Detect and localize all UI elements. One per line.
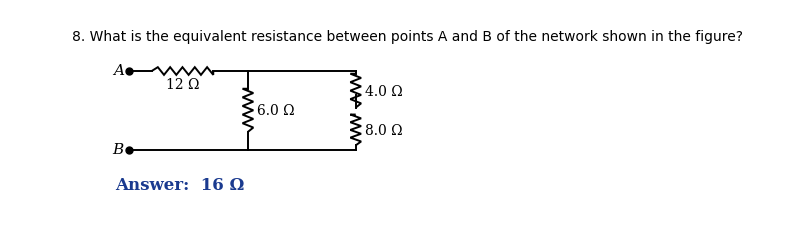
Text: 6.0 Ω: 6.0 Ω <box>257 104 295 118</box>
Text: 8. What is the equivalent resistance between points A and B of the network shown: 8. What is the equivalent resistance bet… <box>72 30 743 44</box>
Text: B: B <box>112 142 124 156</box>
Text: Answer:  16 Ω: Answer: 16 Ω <box>116 177 245 194</box>
Text: 12 Ω: 12 Ω <box>166 78 199 92</box>
Text: 8.0 Ω: 8.0 Ω <box>365 123 402 137</box>
Text: 4.0 Ω: 4.0 Ω <box>365 84 402 98</box>
Text: A: A <box>113 64 124 78</box>
